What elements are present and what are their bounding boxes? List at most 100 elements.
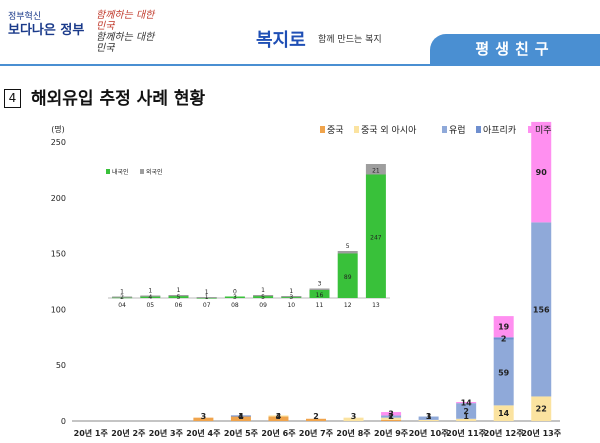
inset-data-label: 21 xyxy=(372,167,380,174)
inset-data-label: 247 xyxy=(370,234,382,241)
bar-data-label: 14 xyxy=(461,399,473,408)
bar-data-label: 156 xyxy=(533,305,550,314)
logo-mid-line1: 함께하는 대한민국 xyxy=(96,10,155,32)
x-tick-label: 20년 1주 xyxy=(74,428,109,438)
bar-segment xyxy=(493,316,514,338)
inset-x-tick-label: 12 xyxy=(344,302,352,309)
inset-data-label: 89 xyxy=(344,274,352,281)
bar-data-label: 3 xyxy=(351,412,357,421)
bar-data-label: 3 xyxy=(201,412,207,421)
inset-bar-segment xyxy=(365,164,386,175)
inset-bar-segment xyxy=(168,295,189,297)
inset-x-tick-label: 10 xyxy=(287,302,295,309)
inset-bar-segment xyxy=(309,290,330,298)
bar-segment xyxy=(268,416,289,421)
inset-x-tick-label: 04 xyxy=(118,302,126,309)
legend-label: 미주 xyxy=(535,125,552,136)
inset-legend-label: 외국인 xyxy=(146,169,163,176)
x-tick-label: 20년 10주 xyxy=(409,428,449,438)
bar-segment xyxy=(230,415,251,417)
logo-mid-line2: 함께하는 대한민국 xyxy=(96,32,155,54)
bar-segment xyxy=(493,339,514,406)
inset-bar-segment xyxy=(253,295,274,298)
bar-segment xyxy=(381,419,402,421)
bar-segment xyxy=(418,419,439,421)
x-tick-label: 20년 3주 xyxy=(149,428,184,438)
inset-legend-label: 내국인 xyxy=(112,168,129,176)
y-tick-label: 250 xyxy=(51,138,66,147)
bar-segment xyxy=(456,403,477,419)
bar-data-label: 4 xyxy=(238,412,244,421)
inset-x-tick-label: 06 xyxy=(175,302,183,309)
inset-data-label: 16 xyxy=(316,292,324,299)
bar-segment xyxy=(306,418,326,421)
legend-label: 아프리카 xyxy=(483,125,516,136)
x-tick-label: 20년 12주 xyxy=(484,428,524,438)
header-divider xyxy=(0,64,600,66)
bar-segment xyxy=(381,417,402,420)
page-header: 정부혁신 보다나은 정부 함께하는 대한민국 함께하는 대한민국 복지로 함께 … xyxy=(0,0,600,66)
inset-data-label: 5 xyxy=(261,294,265,301)
x-tick-label: 20년 7주 xyxy=(299,428,334,438)
bar-data-label: 2 xyxy=(501,334,507,343)
inset-bar-segment xyxy=(337,253,358,298)
inset-bar-segment xyxy=(196,297,217,299)
section-number: 4 xyxy=(4,89,21,108)
bar-segment xyxy=(456,418,477,421)
page-title-text: 해외유입 추정 사례 현황 xyxy=(31,89,206,109)
bar-data-label: 1 xyxy=(238,412,244,421)
x-tick-label: 20년 13주 xyxy=(521,428,561,438)
x-tick-label: 20년 4주 xyxy=(186,428,221,438)
inset-bar-segment xyxy=(140,296,161,298)
gov-innovation-logo: 정부혁신 보다나은 정부 xyxy=(8,12,88,52)
inset-bar-segment xyxy=(309,288,330,290)
inset-data-label: 1 xyxy=(261,287,265,294)
bar-data-label: 3 xyxy=(426,412,432,421)
bar-data-label: 59 xyxy=(498,368,510,377)
bar-data-label: 14 xyxy=(498,409,510,418)
x-tick-label: 20년 11주 xyxy=(446,428,486,438)
bar-segment xyxy=(531,222,552,397)
bar-segment xyxy=(418,416,439,420)
y-tick-label: 0 xyxy=(61,417,66,426)
y-tick-label: 150 xyxy=(51,250,66,259)
inset-x-tick-label: 07 xyxy=(203,302,211,309)
legend-swatch xyxy=(476,126,481,133)
y-tick-label: 200 xyxy=(51,194,66,203)
bar-data-label: 1 xyxy=(463,412,469,421)
inset-bar-segment xyxy=(281,296,302,298)
bar-segment xyxy=(493,405,514,421)
inset-data-label: 2 xyxy=(120,294,124,301)
bar-segment xyxy=(531,121,552,223)
inset-bar-segment xyxy=(168,295,189,298)
bar-segment xyxy=(531,396,552,421)
inset-x-tick-label: 11 xyxy=(316,302,324,309)
bar-data-label: 2 xyxy=(388,412,394,421)
inset-x-tick-label: 09 xyxy=(259,302,267,309)
inset-bar-segment xyxy=(140,295,161,297)
bar-segment xyxy=(493,337,514,340)
logo-left-line1: 정부혁신 xyxy=(8,12,42,22)
bar-data-label: 2 xyxy=(313,412,319,421)
bar-data-label: 2 xyxy=(388,412,394,421)
inset-data-label: 5 xyxy=(346,243,350,250)
inset-bar-segment xyxy=(224,296,245,298)
inset-bar-segment xyxy=(112,296,133,298)
bokji-tagline: 함께 만드는 복지 xyxy=(318,35,382,45)
inset-data-label: 3 xyxy=(289,294,293,301)
inset-data-label: 1 xyxy=(120,289,124,296)
bar-data-label: 3 xyxy=(388,410,394,419)
inset-data-label: 3 xyxy=(318,281,322,288)
bar-data-label: 1 xyxy=(388,412,394,421)
y-tick-label: 100 xyxy=(51,305,66,314)
inset-bar-segment xyxy=(281,296,302,298)
inset-data-label: 4 xyxy=(148,294,152,301)
bar-data-label: 19 xyxy=(498,323,510,332)
legend-swatch xyxy=(320,126,325,133)
x-tick-label: 20년 6주 xyxy=(261,428,296,438)
legend-label: 중국 외 아시아 xyxy=(361,124,417,136)
inset-legend-swatch xyxy=(106,169,110,174)
legend-label: 유럽 xyxy=(449,125,466,136)
y-axis-label: (명) xyxy=(51,124,65,134)
